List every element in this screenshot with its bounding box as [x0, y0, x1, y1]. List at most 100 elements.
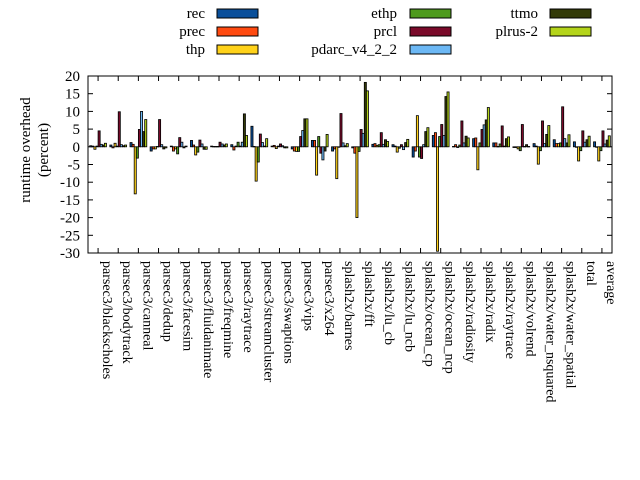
bar-plrus-2-16 — [426, 127, 430, 148]
bar-prcl-15 — [399, 144, 403, 148]
x-tick-label: splash2x/ocean_cp — [422, 261, 437, 367]
bar-pdarc_v4_2_2-5 — [200, 143, 204, 148]
bar-thp-19 — [476, 146, 480, 171]
x-tick-label: parsec3/blackscholes — [99, 261, 114, 379]
y-tick-label: -25 — [60, 228, 80, 244]
bar-thp-2 — [133, 146, 137, 195]
x-tick-label: splash2x/fft — [361, 261, 376, 327]
bar-plrus-2-25 — [607, 135, 611, 148]
bar-pdarc_v4_2_2-15 — [402, 146, 405, 151]
bar-prcl-20 — [500, 125, 504, 148]
bar-ethp-21 — [518, 146, 522, 152]
bar-ethp-22 — [538, 146, 542, 152]
bar-thp-3 — [153, 146, 157, 150]
x-tick-label: splash2x/volrend — [522, 261, 537, 357]
bar-plrus-2-21 — [527, 146, 531, 148]
bar-prec-1 — [111, 146, 115, 149]
legend-label: prec — [179, 24, 205, 40]
x-tick-label: parsec3/vips — [301, 261, 316, 331]
bar-plrus-2-2 — [144, 119, 148, 148]
bar-rec-5 — [190, 140, 193, 148]
bar-prcl-0 — [97, 130, 101, 148]
x-tick-label: parsec3/dedup — [160, 261, 175, 342]
bar-prec-7 — [232, 146, 236, 151]
bar-rec-8 — [250, 125, 254, 148]
bar-plrus-2-9 — [285, 146, 289, 149]
bar-prec-11 — [313, 140, 316, 148]
bar-ethp-5 — [196, 146, 200, 153]
legend-label: pdarc_v4_2_2 — [311, 42, 397, 58]
bar-ttmo-4 — [182, 146, 186, 149]
x-tick-label: parsec3/bodytrack — [119, 261, 134, 364]
bar-thp-8 — [254, 146, 258, 182]
bar-prcl-22 — [541, 120, 544, 148]
bar-ethp-11 — [317, 136, 321, 148]
x-tick-label: parsec3/swaptions — [280, 261, 295, 364]
bar-prec-2 — [131, 143, 135, 148]
x-tick-label: splash2x/water_spatial — [563, 261, 578, 389]
legend-swatch-ttmo — [549, 8, 592, 19]
y-tick-label: 15 — [65, 87, 80, 103]
bar-rec-1 — [109, 144, 113, 148]
bar-prcl-14 — [379, 132, 383, 148]
bar-plrus-2-15 — [406, 138, 410, 148]
legend-swatch-prcl — [409, 26, 452, 37]
bar-rec-25 — [593, 141, 597, 148]
legend-label: ttmo — [510, 6, 538, 22]
bar-plrus-2-17 — [446, 91, 450, 148]
bar-prcl-16 — [420, 146, 424, 159]
bar-ethp-2 — [135, 146, 139, 159]
bar-plrus-2-13 — [365, 90, 369, 148]
bar-ethp-7 — [236, 141, 240, 148]
bar-ethp-13 — [357, 146, 361, 152]
bar-plrus-2-24 — [587, 135, 591, 148]
x-tick-label: parsec3/x264 — [321, 261, 336, 336]
bar-prcl-8 — [258, 133, 262, 148]
bar-ethp-4 — [176, 146, 180, 155]
y-tick-label: -5 — [68, 158, 81, 174]
bar-prcl-21 — [520, 124, 524, 148]
bar-prcl-5 — [198, 139, 202, 148]
bar-thp-13 — [355, 146, 359, 219]
x-tick-label: parsec3/streamcluster — [260, 261, 275, 383]
bar-ethp-24 — [579, 146, 583, 152]
bar-plrus-2-11 — [325, 134, 329, 148]
bar-prcl-24 — [581, 130, 585, 148]
bar-thp-9 — [274, 146, 278, 149]
bar-plrus-2-14 — [386, 141, 390, 148]
bar-thp-25 — [597, 146, 601, 162]
x-tick-label: average — [603, 261, 618, 305]
bar-prec-20 — [494, 142, 498, 148]
bar-thp-17 — [436, 146, 439, 252]
legend-swatch-ethp — [409, 8, 452, 19]
y-axis-label-line1: runtime overhead — [18, 97, 34, 203]
x-tick-label: parsec3/facesim — [180, 261, 195, 351]
bar-prec-18 — [454, 144, 458, 148]
bar-ttmo-21 — [525, 144, 529, 148]
bar-prcl-3 — [158, 119, 162, 148]
x-tick-label: splash2x/ocean_ncp — [442, 261, 457, 374]
legend-label: ethp — [371, 6, 397, 22]
bar-plrus-2-7 — [245, 135, 248, 148]
legend-swatch-plrus-2 — [549, 26, 592, 37]
bar-ethp-8 — [256, 146, 260, 163]
bar-pdarc_v4_2_2-4 — [180, 141, 184, 148]
x-tick-label: parsec3/freqmine — [220, 261, 235, 358]
bar-plrus-2-1 — [124, 144, 128, 148]
bar-prcl-1 — [117, 111, 121, 148]
x-tick-label: splash2x/water_nsquared — [542, 261, 557, 403]
bar-thp-11 — [315, 146, 319, 176]
y-axis-label-line2: (percent) — [36, 123, 52, 177]
bar-ethp-25 — [599, 146, 603, 152]
bar-plrus-2-10 — [305, 118, 309, 148]
y-tick-label: -20 — [60, 211, 80, 227]
bar-prec-9 — [272, 144, 276, 148]
bar-pdarc_v4_2_2-11 — [321, 146, 325, 161]
y-tick-label: -30 — [60, 246, 80, 262]
x-tick-label: splash2x/raytrace — [502, 261, 517, 359]
bar-thp-0 — [93, 146, 97, 150]
bar-ttmo-7 — [242, 113, 246, 148]
bar-rec-7 — [230, 144, 234, 148]
legend-swatch-prec — [216, 26, 259, 37]
